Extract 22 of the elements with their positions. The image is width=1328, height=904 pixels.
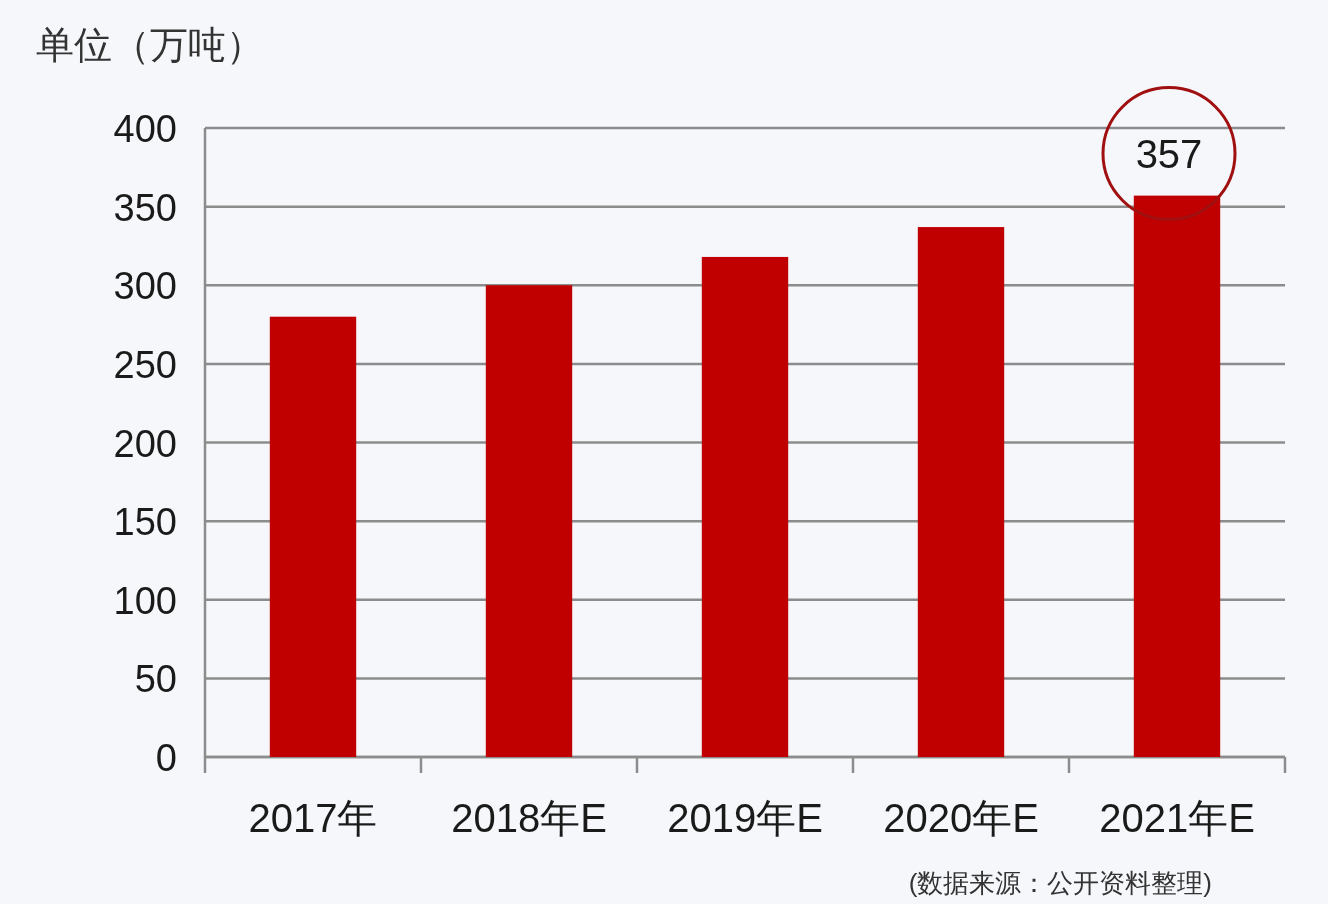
bar xyxy=(269,316,357,757)
y-tick-label: 300 xyxy=(113,265,177,308)
bar xyxy=(701,256,789,757)
bar xyxy=(485,285,573,757)
y-tick-label: 150 xyxy=(113,501,177,544)
y-tick-label: 250 xyxy=(113,343,177,386)
y-axis-title: 单位（万吨） xyxy=(36,24,264,66)
x-tick-label: 2017年 xyxy=(248,796,378,840)
y-tick-label: 100 xyxy=(113,579,177,622)
x-tick-label: 2018年E xyxy=(451,796,607,840)
text: (数据来源：公开资料整理) xyxy=(908,868,1212,898)
bar xyxy=(1133,195,1221,757)
y-tick-label: 200 xyxy=(113,422,177,465)
y-tick-label: 350 xyxy=(113,186,177,229)
y-tick-label: 50 xyxy=(134,658,177,701)
data-label: 357 xyxy=(1135,131,1203,176)
bar xyxy=(917,227,1005,757)
y-tick-label: 0 xyxy=(155,737,177,779)
x-tick-label: 2019年E xyxy=(667,796,823,840)
x-tick-label: 2021年E xyxy=(1099,796,1255,840)
y-tick-label: 400 xyxy=(113,108,177,150)
x-tick-label: 2020年E xyxy=(883,796,1039,840)
